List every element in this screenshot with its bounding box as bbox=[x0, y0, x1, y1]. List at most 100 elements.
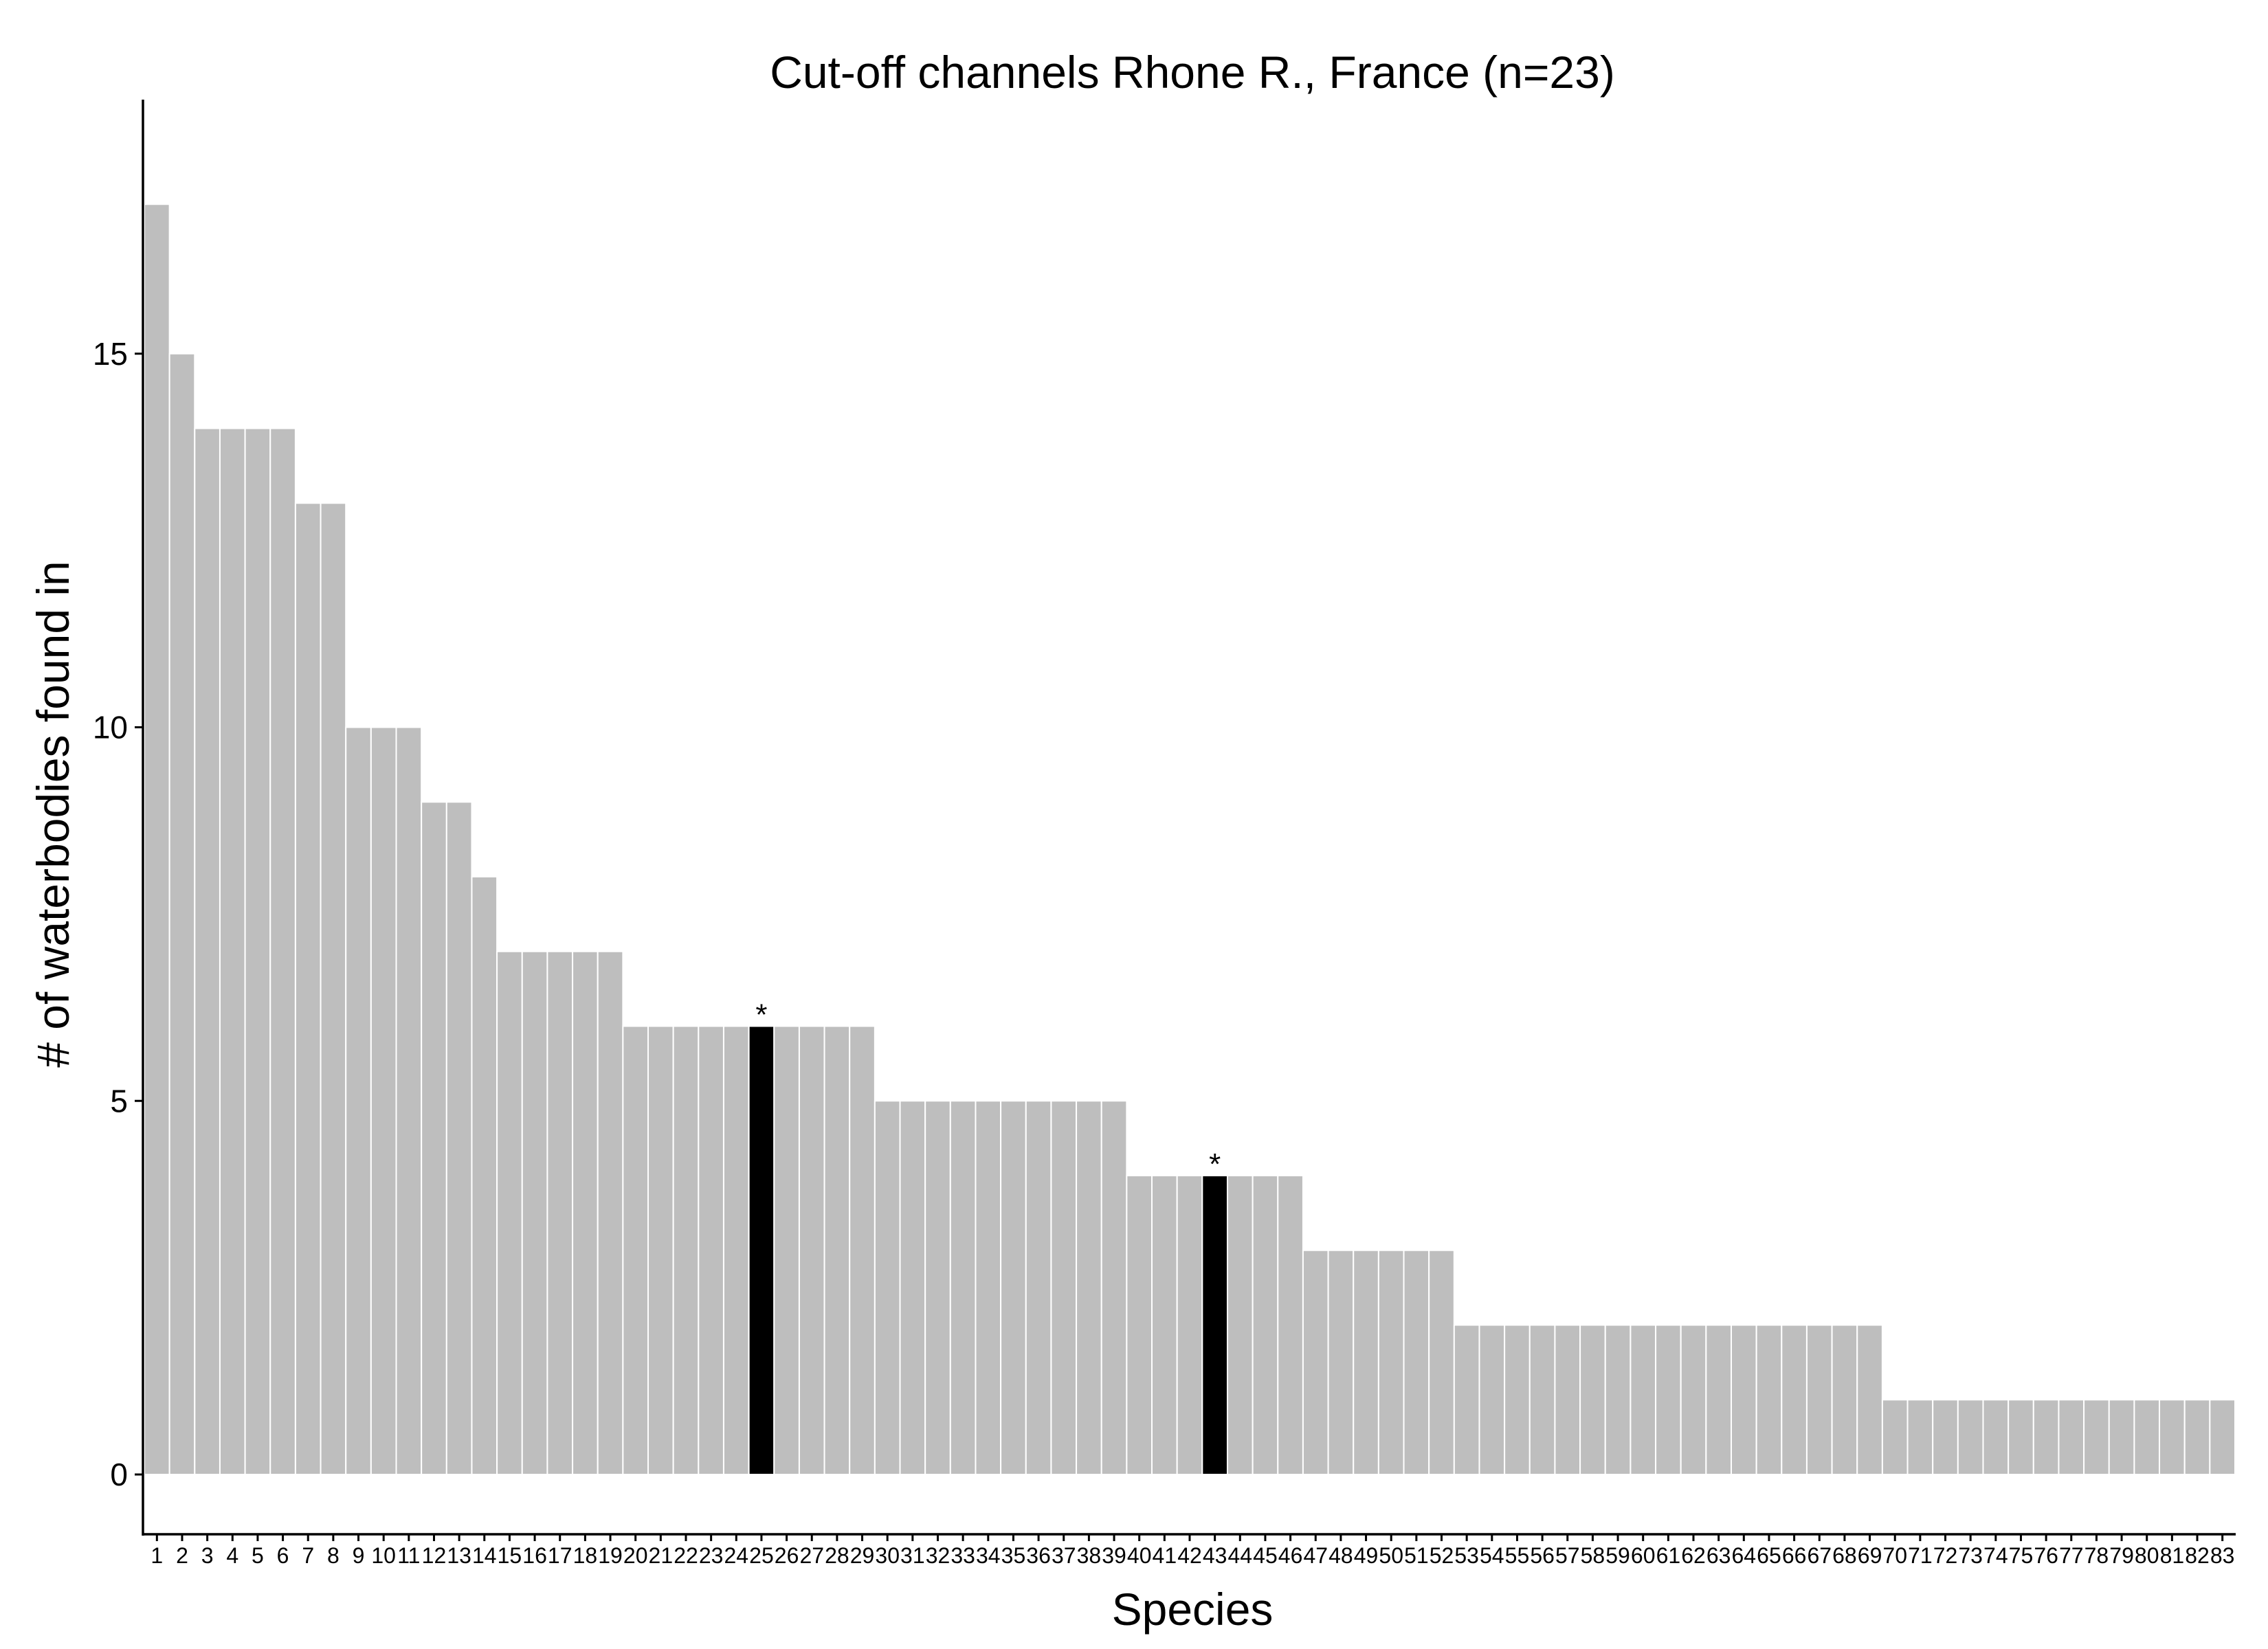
x-tick-label-78: 78 bbox=[2084, 1543, 2109, 1568]
bar-species-7 bbox=[294, 502, 322, 1475]
x-tick-label-71: 71 bbox=[1908, 1543, 1933, 1568]
x-tick-label-64: 64 bbox=[1732, 1543, 1757, 1568]
x-tick-label-36: 36 bbox=[1026, 1543, 1051, 1568]
bar-species-48 bbox=[1327, 1249, 1355, 1475]
bar-species-47 bbox=[1302, 1249, 1329, 1475]
bar-species-79 bbox=[2108, 1399, 2135, 1475]
x-tick-label-62: 62 bbox=[1681, 1543, 1706, 1568]
bar-species-28 bbox=[823, 1025, 851, 1475]
y-ticks: 0 5 10 15 bbox=[93, 336, 143, 1492]
x-tick-label-6: 6 bbox=[277, 1543, 289, 1568]
bar-species-49 bbox=[1353, 1249, 1379, 1475]
x-tick-label-40: 40 bbox=[1127, 1543, 1152, 1568]
bar-species-54 bbox=[1478, 1324, 1506, 1475]
highlight-marker-25: * bbox=[755, 998, 767, 1032]
x-tick-label-63: 63 bbox=[1706, 1543, 1731, 1568]
bar-species-75 bbox=[2008, 1399, 2034, 1475]
x-tick-label-44: 44 bbox=[1228, 1543, 1253, 1568]
bar-species-35 bbox=[1000, 1100, 1027, 1475]
x-tick-label-8: 8 bbox=[327, 1543, 340, 1568]
bar-species-66 bbox=[1781, 1324, 1808, 1475]
bar-species-5 bbox=[244, 427, 271, 1475]
bar-species-73 bbox=[1957, 1399, 1984, 1475]
y-axis-title: # of waterbodies found in bbox=[27, 561, 78, 1068]
x-tick-label-70: 70 bbox=[1882, 1543, 1907, 1568]
bar-species-34 bbox=[975, 1100, 1002, 1475]
bar-species-43 bbox=[1201, 1175, 1228, 1475]
bar-species-38 bbox=[1076, 1100, 1102, 1475]
bar-species-57 bbox=[1554, 1324, 1581, 1475]
bar-species-16 bbox=[521, 950, 548, 1475]
bar-species-80 bbox=[2133, 1399, 2161, 1475]
bar-species-41 bbox=[1151, 1175, 1178, 1475]
x-tick-label-43: 43 bbox=[1203, 1543, 1227, 1568]
x-tick-label-66: 66 bbox=[1782, 1543, 1807, 1568]
bar-species-50 bbox=[1377, 1249, 1405, 1475]
x-tick-label-42: 42 bbox=[1177, 1543, 1202, 1568]
x-tick-label-2: 2 bbox=[176, 1543, 188, 1568]
bar-species-24 bbox=[722, 1025, 750, 1475]
y-tick-label-10: 10 bbox=[93, 710, 128, 745]
x-ticks: 1 2 3 4 5 6 7 8 9 10 11 12 13 14 15 16 17 18 19 20 21 22 23 24 2… bbox=[151, 1534, 2234, 1568]
bar-species-1 bbox=[144, 203, 170, 1475]
x-tick-label-75: 75 bbox=[2009, 1543, 2034, 1568]
x-tick-label-56: 56 bbox=[1530, 1543, 1555, 1568]
bar-species-40 bbox=[1126, 1175, 1153, 1475]
bar-species-30 bbox=[874, 1100, 901, 1475]
x-tick-label-35: 35 bbox=[1001, 1543, 1026, 1568]
bars bbox=[144, 203, 2236, 1475]
x-tick-label-45: 45 bbox=[1253, 1543, 1278, 1568]
x-tick-label-79: 79 bbox=[2109, 1543, 2134, 1568]
bar-species-13 bbox=[445, 801, 473, 1475]
bar-species-60 bbox=[1630, 1324, 1657, 1475]
x-tick-label-30: 30 bbox=[875, 1543, 900, 1568]
x-tick-label-22: 22 bbox=[674, 1543, 698, 1568]
x-tick-label-52: 52 bbox=[1430, 1543, 1454, 1568]
bar-species-29 bbox=[849, 1025, 876, 1475]
bar-species-74 bbox=[1982, 1399, 2010, 1475]
annotations: ** bbox=[755, 998, 1221, 1182]
bar-species-6 bbox=[269, 427, 296, 1475]
x-tick-label-49: 49 bbox=[1354, 1543, 1379, 1568]
x-tick-label-48: 48 bbox=[1328, 1543, 1353, 1568]
bar-species-9 bbox=[345, 726, 372, 1475]
x-tick-label-29: 29 bbox=[850, 1543, 875, 1568]
x-tick-label-46: 46 bbox=[1278, 1543, 1303, 1568]
x-tick-label-4: 4 bbox=[226, 1543, 238, 1568]
bar-species-3 bbox=[194, 427, 221, 1475]
x-tick-label-39: 39 bbox=[1102, 1543, 1126, 1568]
bar-species-8 bbox=[320, 502, 347, 1475]
highlight-marker-43: * bbox=[1209, 1147, 1221, 1181]
bar-species-27 bbox=[798, 1025, 825, 1475]
x-tick-label-19: 19 bbox=[598, 1543, 623, 1568]
x-tick-label-32: 32 bbox=[926, 1543, 950, 1568]
x-tick-label-81: 81 bbox=[2160, 1543, 2185, 1568]
x-tick-label-28: 28 bbox=[825, 1543, 849, 1568]
bar-species-44 bbox=[1226, 1175, 1254, 1475]
bar-species-61 bbox=[1655, 1324, 1682, 1475]
bar-species-4 bbox=[219, 427, 246, 1475]
x-tick-label-50: 50 bbox=[1379, 1543, 1403, 1568]
bar-species-53 bbox=[1453, 1324, 1480, 1475]
x-tick-label-54: 54 bbox=[1480, 1543, 1504, 1568]
bar-species-42 bbox=[1176, 1175, 1203, 1475]
bar-species-58 bbox=[1579, 1324, 1606, 1475]
bar-species-67 bbox=[1805, 1324, 1833, 1475]
x-tick-label-9: 9 bbox=[353, 1543, 365, 1568]
bar-species-23 bbox=[698, 1025, 724, 1475]
bar-species-11 bbox=[395, 726, 423, 1475]
bar-species-2 bbox=[168, 352, 196, 1475]
x-tick-label-51: 51 bbox=[1404, 1543, 1429, 1568]
x-tick-label-18: 18 bbox=[573, 1543, 598, 1568]
bar-species-78 bbox=[2083, 1399, 2110, 1475]
x-axis-title: Species bbox=[1112, 1584, 1274, 1635]
x-tick-label-21: 21 bbox=[649, 1543, 674, 1568]
bar-species-81 bbox=[2159, 1399, 2186, 1475]
x-tick-label-58: 58 bbox=[1581, 1543, 1605, 1568]
x-tick-label-55: 55 bbox=[1505, 1543, 1530, 1568]
bar-species-46 bbox=[1277, 1175, 1304, 1475]
bar-species-14 bbox=[471, 876, 498, 1475]
x-tick-label-14: 14 bbox=[472, 1543, 497, 1568]
bar-species-31 bbox=[899, 1100, 926, 1475]
